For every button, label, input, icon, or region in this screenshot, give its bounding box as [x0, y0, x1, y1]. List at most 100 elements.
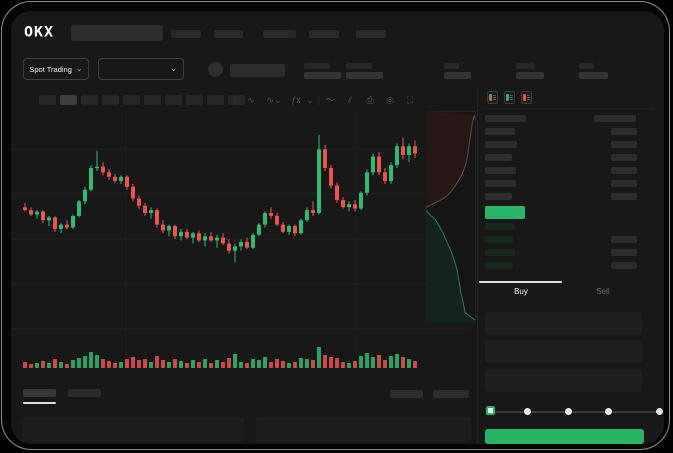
slider-track[interactable] [490, 411, 659, 413]
nav-item-placeholder-3[interactable] [309, 30, 339, 38]
book-asks-icon[interactable] [521, 91, 532, 104]
spot-trading-label: Spot Trading [29, 64, 72, 74]
candlestick-chart[interactable] [11, 111, 476, 381]
chart-type-icon[interactable]: ∿ [247, 95, 255, 105]
order-field-0[interactable] [485, 312, 642, 335]
indicators-dropdown-icon[interactable]: ⌄ [306, 95, 314, 105]
candle-body [149, 210, 153, 213]
fullscreen-icon[interactable]: ⛶ [406, 95, 414, 105]
volume-bar [371, 357, 375, 368]
candle-body [269, 213, 273, 216]
nav-item-placeholder-1[interactable] [214, 30, 243, 38]
timeframe-button-5[interactable] [144, 95, 161, 105]
book-both-icon[interactable] [487, 91, 498, 104]
ask-amount-placeholder-3 [611, 167, 637, 174]
timeframe-button-0[interactable] [39, 95, 56, 105]
bottom-panel-1 [256, 417, 471, 442]
slider-dot-1[interactable] [524, 408, 531, 415]
volume-bar [209, 363, 213, 368]
volume-bar [101, 359, 105, 368]
slider-dot-4[interactable] [656, 408, 663, 415]
ask-price-placeholder-2[interactable] [485, 154, 512, 161]
buy-submit-button[interactable] [485, 429, 644, 444]
last-price-badge[interactable] [485, 206, 525, 219]
timeframe-button-4[interactable] [123, 95, 140, 105]
volume-bar [23, 362, 27, 368]
ask-price-placeholder-5[interactable] [485, 193, 512, 200]
ask-price-placeholder-3[interactable] [485, 167, 516, 174]
amount-slider[interactable] [481, 403, 664, 419]
tab-buy[interactable]: Buy [514, 287, 528, 296]
candle-body [215, 237, 219, 241]
volume-bar [161, 360, 165, 368]
tab-sell[interactable]: Sell [596, 287, 610, 296]
indicators-icon[interactable]: ƒx [291, 95, 301, 105]
volume-bar [311, 360, 315, 368]
candle-body [173, 226, 177, 237]
candle-body [329, 168, 333, 186]
candle-body [137, 198, 141, 206]
nav-item-placeholder-0[interactable] [171, 30, 201, 38]
draw-tools-icon[interactable]: ⫽ [347, 95, 352, 105]
timeframe-button-9[interactable] [228, 95, 245, 105]
pair-title-placeholder [230, 64, 285, 77]
spot-trading-dropdown[interactable]: Spot Trading ⌄ [23, 58, 89, 80]
nav-item-placeholder-4[interactable] [356, 30, 386, 38]
bid-price-placeholder-2[interactable] [485, 249, 515, 256]
timeframe-button-8[interactable] [207, 95, 224, 105]
bottom-tab-1[interactable] [68, 389, 101, 397]
timeframe-button-2[interactable] [81, 95, 98, 105]
bid-price-placeholder-0[interactable] [485, 223, 515, 230]
volume-bar [29, 364, 33, 368]
volume-bar [215, 360, 219, 368]
candle-body [263, 213, 267, 225]
ask-price-placeholder-0[interactable] [485, 128, 515, 135]
pair-selector-dropdown[interactable]: ⌄ [98, 58, 184, 80]
candle-body [107, 172, 111, 177]
ask-price-placeholder-1[interactable] [485, 141, 517, 148]
bid-price-placeholder-3[interactable] [485, 262, 513, 269]
timeframe-button-3[interactable] [102, 95, 119, 105]
timeframe-button-7[interactable] [186, 95, 203, 105]
volume-bar [341, 362, 345, 368]
slider-dot-2[interactable] [565, 408, 572, 415]
chart-settings-icon[interactable]: ◎ [386, 95, 394, 105]
pair-search-placeholder[interactable] [71, 25, 163, 41]
stat-value-placeholder-0 [304, 72, 341, 79]
timeframe-button-6[interactable] [165, 95, 182, 105]
candle-body [413, 146, 417, 154]
bottom-action-placeholder-1[interactable] [433, 390, 469, 398]
timeframe-button-1[interactable] [60, 95, 77, 105]
candle-body [53, 217, 57, 229]
okx-logo[interactable]: OKX [24, 23, 55, 41]
chart-type-dropdown-icon[interactable]: ∿⌄ [266, 95, 282, 105]
screenshot-icon[interactable]: ⎙ [366, 95, 374, 105]
slider-dot-3[interactable] [605, 408, 612, 415]
depth-chart[interactable] [426, 111, 476, 323]
stat-value-placeholder-2 [444, 72, 471, 79]
volume-bar [179, 361, 183, 368]
bid-price-placeholder-1[interactable] [485, 236, 513, 243]
bottom-tab-0[interactable] [23, 389, 56, 397]
bottom-tab-active-underline [23, 402, 56, 404]
slider-handle[interactable] [486, 406, 495, 415]
bottom-action-placeholder-0[interactable] [390, 390, 423, 398]
candle-body [317, 149, 321, 213]
trendline-icon[interactable]: 〜 [325, 95, 335, 105]
candle-body [275, 215, 279, 225]
order-field-2[interactable] [485, 369, 642, 392]
ask-price-placeholder-4[interactable] [485, 180, 516, 187]
candle-body [377, 156, 381, 173]
order-field-1[interactable] [485, 340, 642, 363]
candle-body [113, 176, 117, 182]
candle-body [197, 233, 201, 241]
candle-body [41, 211, 45, 221]
volume-bar [137, 360, 141, 368]
volume-bar [71, 360, 75, 368]
volume-bar [149, 362, 153, 368]
candle-body [179, 231, 183, 237]
candle-body [359, 192, 363, 209]
book-bids-icon[interactable] [504, 91, 515, 104]
candle-body [119, 176, 123, 182]
nav-item-placeholder-2[interactable] [263, 30, 296, 38]
